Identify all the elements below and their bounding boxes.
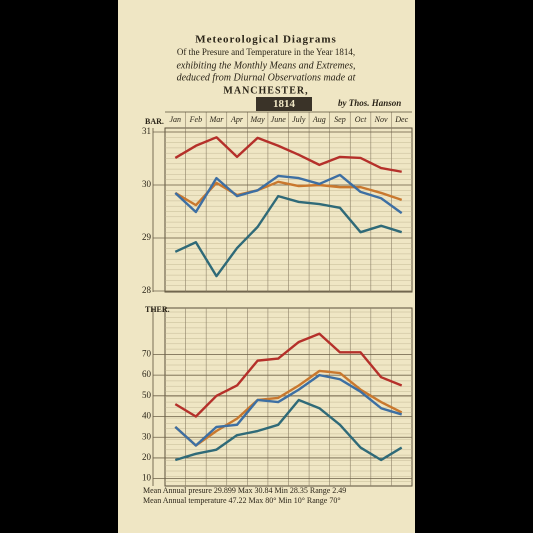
x-tick-label: Apr xyxy=(230,115,244,124)
year-box xyxy=(256,97,312,111)
x-tick-label: Jan xyxy=(170,115,182,124)
x-tick-label: Sep xyxy=(334,115,346,124)
footer-line: Mean Annual temperature 47.22 Max 80° Mi… xyxy=(143,496,341,505)
y-axis-label: BAR. xyxy=(145,117,164,126)
y-tick-label: 28 xyxy=(142,285,152,295)
series-line xyxy=(174,173,403,215)
y-tick-label: 70 xyxy=(142,348,152,358)
x-tick-label: July xyxy=(292,115,306,124)
series-line xyxy=(174,136,402,173)
title: Meteorological Diagrams xyxy=(195,34,337,46)
x-tick-label: Mar xyxy=(209,115,225,124)
paper xyxy=(118,0,415,533)
series-line xyxy=(174,180,403,207)
series-line xyxy=(174,332,403,418)
subtitle: exhibiting the Monthly Means and Extreme… xyxy=(176,60,355,71)
y-axis-label: THER. xyxy=(145,305,170,314)
y-tick-label: 29 xyxy=(142,232,152,242)
author: by Thos. Hanson xyxy=(338,98,401,108)
place: MANCHESTER, xyxy=(223,85,308,96)
y-tick-label: 60 xyxy=(142,369,152,379)
y-tick-label: 31 xyxy=(142,126,151,136)
y-tick-label: 30 xyxy=(142,431,152,441)
y-tick-label: 20 xyxy=(142,452,152,462)
year: 1814 xyxy=(273,98,296,110)
footer-line: Mean Annual presure 29.899 Max 30.84 Min… xyxy=(143,486,346,495)
series-line xyxy=(174,194,403,278)
y-tick-label: 10 xyxy=(142,473,152,483)
x-tick-label: Oct xyxy=(355,115,367,124)
x-tick-label: Aug xyxy=(312,115,326,124)
series-line xyxy=(174,369,403,447)
x-tick-label: Nov xyxy=(374,115,388,124)
series-line xyxy=(174,373,403,447)
subtitle: deduced from Diurnal Observations made a… xyxy=(177,72,356,83)
x-tick-label: June xyxy=(271,115,287,124)
x-tick-label: May xyxy=(250,115,266,124)
y-tick-label: 30 xyxy=(142,179,152,189)
series-line xyxy=(174,398,403,462)
x-tick-label: Feb xyxy=(189,115,202,124)
y-tick-label: 50 xyxy=(142,390,152,400)
subtitle: Of the Presure and Temperature in the Ye… xyxy=(177,47,355,57)
y-tick-label: 40 xyxy=(142,411,152,421)
x-tick-label: Dec xyxy=(394,115,408,124)
